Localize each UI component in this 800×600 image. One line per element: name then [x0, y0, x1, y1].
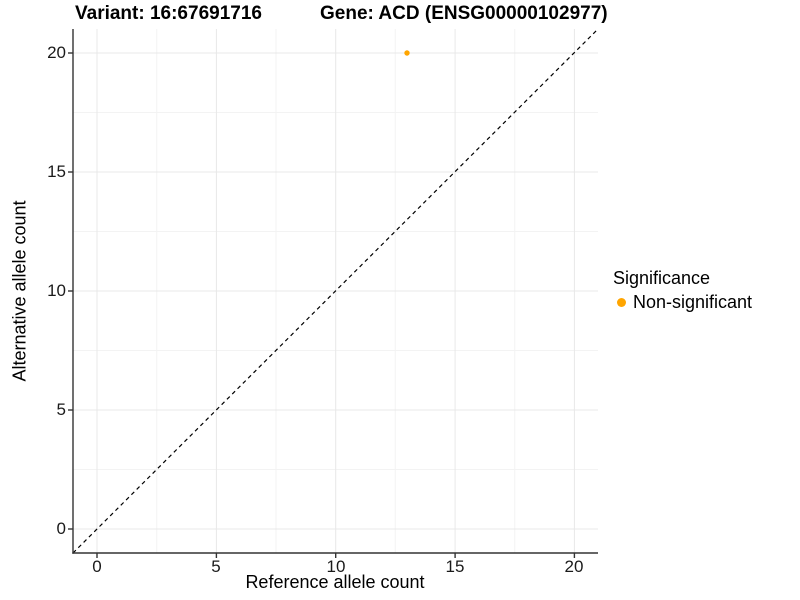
- plot-title-gene: Gene: ACD (ENSG00000102977): [320, 3, 608, 24]
- x-tick-label-15: 15: [445, 557, 465, 576]
- legend-item-non-significant: Non-significant: [613, 292, 752, 313]
- data-point: [404, 50, 410, 56]
- x-tick-label-5: 5: [211, 557, 221, 576]
- x-tick-label-10: 10: [326, 557, 346, 576]
- x-axis-title: Reference allele count: [245, 572, 425, 592]
- identity-line: [72, 28, 599, 554]
- tick-marks: [68, 52, 576, 558]
- legend-item-label: Non-significant: [633, 292, 753, 312]
- y-axis-title: Alternative allele count: [9, 200, 30, 382]
- major-gridlines: [73, 29, 598, 553]
- y-tick-label-15: 15: [47, 162, 66, 181]
- legend-point-icon: [617, 298, 626, 307]
- y-tick-label-10: 10: [47, 281, 66, 300]
- legend-title: Significance: [613, 268, 711, 288]
- x-tick-label-20: 20: [564, 557, 584, 576]
- x-tick-label-0: 0: [92, 557, 102, 576]
- legend: Significance Non-significant: [613, 268, 752, 313]
- plot-title-variant: Variant: 16:67691716: [75, 3, 262, 24]
- y-tick-label-0: 0: [56, 519, 66, 538]
- y-tick-label-20: 20: [47, 43, 66, 62]
- y-tick-label-5: 5: [56, 400, 66, 419]
